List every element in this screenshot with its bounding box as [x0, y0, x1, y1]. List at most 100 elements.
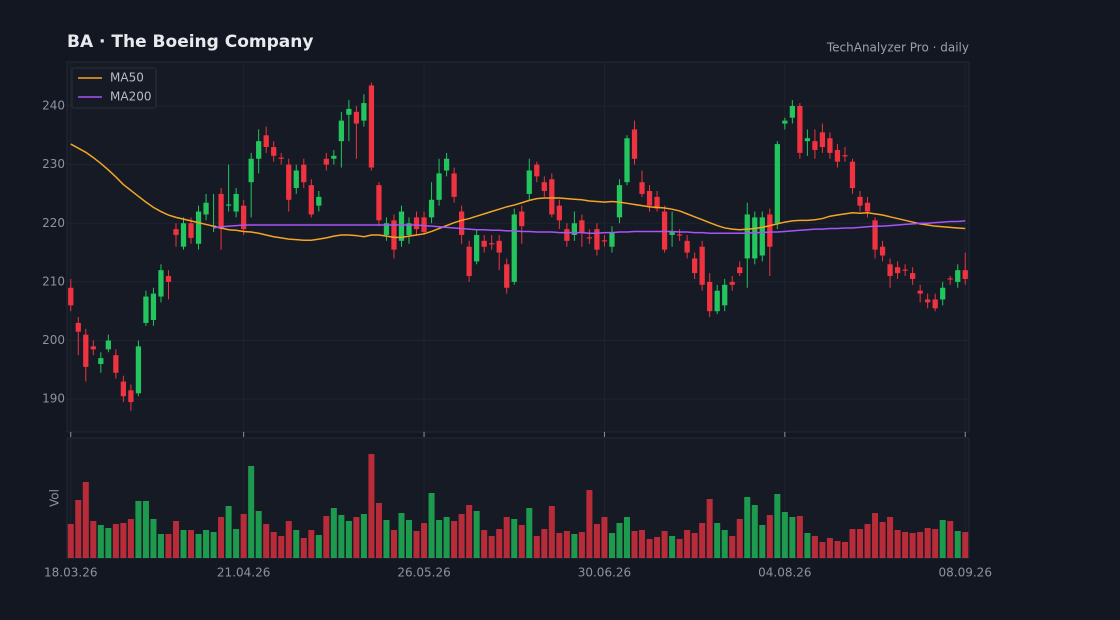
candle-body [271, 147, 277, 156]
candle-body [489, 243, 495, 245]
candle-body [195, 211, 202, 244]
x-tick-label: 04.08.26 [758, 566, 811, 580]
candle-body [391, 220, 397, 250]
volume-bar [947, 521, 954, 558]
volume-bar [195, 534, 202, 558]
candle-body [752, 217, 758, 259]
volume-bar [428, 493, 435, 558]
volume-bar [511, 519, 518, 558]
volume-bar [616, 523, 623, 558]
candle-body [654, 196, 660, 209]
candle-body [812, 141, 818, 150]
volume-bar [172, 521, 179, 558]
candle-body [526, 170, 532, 194]
volume-bar [330, 508, 337, 558]
candle-body [90, 346, 96, 350]
candle-body [879, 246, 886, 256]
volume-bar [345, 521, 352, 558]
volume-bar [864, 524, 871, 558]
volume-bar [150, 519, 157, 558]
candle-body [646, 191, 653, 206]
candle-body [451, 173, 457, 197]
volume-bar [669, 536, 676, 558]
volume-bar [811, 536, 818, 558]
candle-body [925, 299, 931, 303]
candle-body [353, 111, 360, 124]
volume-bar [571, 534, 578, 558]
candle-body [519, 211, 525, 227]
volume-bar [841, 542, 848, 558]
candle-body [323, 158, 329, 165]
volume-bar [917, 532, 924, 558]
legend: MA50 MA200 [71, 67, 157, 109]
volume-bar [766, 515, 773, 558]
candle-body [902, 269, 908, 271]
candle-body [737, 267, 743, 274]
candle-body [639, 182, 645, 194]
candle-body [872, 220, 878, 250]
volume-bar [819, 542, 826, 558]
candle-body [135, 346, 142, 394]
volume-bar [308, 530, 315, 558]
volume-bar [188, 530, 195, 558]
volume-bar [165, 534, 172, 558]
candle-body [98, 358, 104, 364]
candle-body [782, 120, 788, 124]
candle-body [421, 217, 427, 233]
candle-body [383, 223, 390, 235]
volume-bar [278, 536, 285, 558]
volume-bar [962, 532, 969, 558]
volume-bar [804, 533, 811, 558]
candle-body [804, 138, 811, 142]
volume-bar [578, 532, 585, 558]
volume-bar [691, 533, 698, 558]
volume-bar [82, 482, 89, 558]
volume-bar [240, 514, 247, 558]
x-tick-label: 18.03.26 [44, 566, 97, 580]
candle-body [504, 264, 510, 288]
candle-body [128, 390, 134, 403]
volume-bar [421, 523, 428, 558]
candle-body [278, 157, 284, 159]
candle-body [331, 155, 337, 159]
candle-body [150, 293, 157, 321]
volume-bar [729, 536, 736, 558]
candles [68, 82, 968, 411]
volume-bar [338, 515, 345, 558]
y-tick-label: 210 [42, 274, 65, 288]
volume-bar [684, 530, 691, 558]
volume-bar [623, 517, 630, 558]
candle-body [496, 240, 502, 253]
candle-body [233, 193, 239, 212]
volume-bar [879, 522, 886, 558]
candle-body [165, 276, 172, 282]
volume-bar [481, 530, 488, 558]
candle-body [729, 281, 735, 285]
volume-bar [608, 533, 615, 558]
candle-body [917, 290, 923, 294]
volume-bar [909, 533, 916, 558]
candle-body [834, 149, 841, 162]
volume-bar [563, 531, 570, 558]
volume-bar [518, 525, 525, 558]
candle-body [511, 214, 517, 282]
candle-body [241, 205, 247, 230]
volume-bar [939, 520, 946, 558]
candle-body [955, 270, 961, 282]
candle-body [797, 105, 803, 153]
candle-body [256, 141, 262, 159]
candle-body [692, 258, 698, 274]
candle-body [594, 229, 600, 250]
candle-body [105, 340, 111, 350]
candle-body [714, 290, 720, 312]
candle-body [428, 199, 435, 218]
volume-bar [796, 516, 803, 558]
candle-body [68, 287, 74, 306]
volume-bar [744, 497, 751, 558]
candle-body [218, 193, 224, 230]
candle-body [887, 264, 893, 277]
volume-bar [736, 519, 743, 558]
candle-body [699, 246, 705, 285]
volume-bar [180, 530, 187, 558]
